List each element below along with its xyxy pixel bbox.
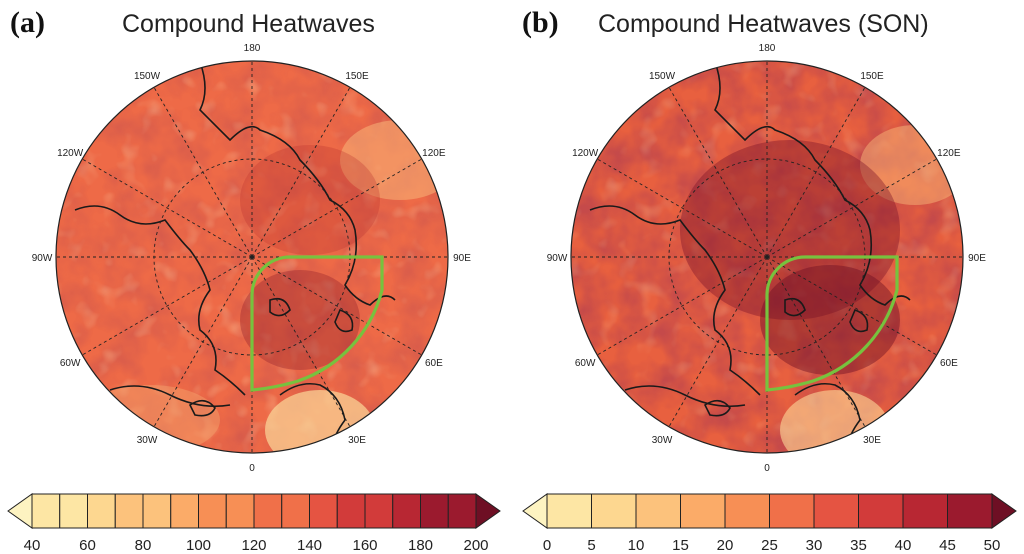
lon-label: 30W — [137, 435, 158, 446]
colorbar-tick-label: 120 — [241, 537, 266, 554]
colorbar-bin — [769, 493, 815, 529]
colorbar-tick-label: 30 — [806, 537, 823, 554]
lon-labels-a: 180 150E 120E 90E 60E 30E 0 30W 60W 90W 120W 150W — [32, 43, 472, 474]
lon-label: 120W — [572, 148, 599, 159]
colorbar-bin — [142, 493, 172, 529]
lon-label: 0 — [764, 463, 770, 474]
panel-b-label: (b) — [522, 6, 559, 39]
colorbar-tick-label: 60 — [79, 537, 96, 554]
lon-label: 30W — [652, 435, 673, 446]
lon-label: 60E — [425, 358, 443, 369]
colorbar-bin — [225, 493, 255, 529]
colorbar-bin — [591, 493, 637, 529]
panel-a-title: Compound Heatwaves — [122, 10, 375, 38]
colorbar-bin — [724, 493, 770, 529]
meridians-a — [56, 61, 448, 453]
colorbar-tick-label: 180 — [408, 537, 433, 554]
colorbar-bin — [281, 493, 310, 529]
map-b-boundary — [570, 60, 964, 454]
colorbar-tick-label: 200 — [463, 537, 488, 554]
lon-label: 90W — [32, 253, 53, 264]
colorbar-b: 0 5 10 15 20 25 30 35 40 45 50 — [522, 493, 1017, 554]
colorbar-tick-label: 45 — [939, 537, 956, 554]
colorbar-bin — [392, 493, 421, 529]
colorbar-bin — [902, 493, 948, 529]
lon-label: 150E — [345, 71, 369, 82]
colorbar-tick-label: 80 — [135, 537, 152, 554]
colorbar-bin — [198, 493, 227, 529]
colorbar-tick-label: 35 — [850, 537, 867, 554]
lon-label: 90W — [547, 253, 568, 264]
region-box-a — [250, 255, 384, 392]
lon-label: 120W — [57, 148, 84, 159]
lon-label: 30E — [863, 435, 881, 446]
colorbar-bin — [447, 493, 477, 529]
lon-label: 60W — [575, 358, 596, 369]
colorbar-bin — [59, 493, 88, 529]
lon-label: 0 — [249, 463, 255, 474]
colorbar-tick-label: 10 — [628, 537, 645, 554]
coastlines-a — [74, 61, 396, 451]
lon-label: 150W — [649, 71, 676, 82]
colorbar-bin — [364, 493, 394, 529]
lon-label: 120E — [937, 148, 961, 159]
colorbar-max-arrow — [991, 493, 1017, 529]
colorbar-max-arrow — [475, 493, 501, 529]
colorbar-min-arrow — [7, 493, 33, 529]
lon-label: 150E — [860, 71, 884, 82]
colorbar-bin — [680, 493, 726, 529]
lon-label: 90E — [453, 253, 471, 264]
meridians-b — [571, 61, 963, 453]
colorbar-bin — [420, 493, 449, 529]
colorbar-bin — [170, 493, 199, 529]
lon-label: 90E — [968, 253, 986, 264]
colorbar-tick-label: 50 — [984, 537, 1001, 554]
panel-b-title: Compound Heatwaves (SON) — [598, 10, 929, 38]
colorbar-bin — [858, 493, 904, 529]
lon-label: 30E — [348, 435, 366, 446]
colorbar-tick-label: 40 — [895, 537, 912, 554]
map-a-boundary — [55, 60, 449, 454]
colorbar-bin — [546, 493, 592, 529]
colorbar-tick-label: 25 — [761, 537, 778, 554]
lon-label: 180 — [244, 43, 261, 54]
region-box-b — [765, 255, 899, 392]
lon-label: 180 — [759, 43, 776, 54]
lon-label: 150W — [134, 71, 161, 82]
lon-label: 60W — [60, 358, 81, 369]
colorbar-tick-label: 40 — [24, 537, 41, 554]
colorbar-tick-label: 100 — [186, 537, 211, 554]
colorbar-bin — [31, 493, 61, 529]
colorbar-a: 40 60 80 100 120 140 160 180 200 — [7, 493, 501, 554]
colorbar-min-arrow — [522, 493, 548, 529]
lon-label: 120E — [422, 148, 446, 159]
lon-label: 60E — [940, 358, 958, 369]
colorbar-tick-label: 15 — [672, 537, 689, 554]
colorbar-tick-label: 20 — [717, 537, 734, 554]
colorbar-tick-label: 140 — [297, 537, 322, 554]
colorbar-bin — [114, 493, 144, 529]
colorbar-bin — [947, 493, 993, 529]
colorbar-bin — [336, 493, 366, 529]
colorbar-tick-label: 0 — [543, 537, 551, 554]
colorbar-bin — [253, 493, 283, 529]
colorbar-tick-label: 160 — [352, 537, 377, 554]
colorbar-bin — [87, 493, 116, 529]
colorbar-bin — [813, 493, 859, 529]
polar-map-a: 180 150E 120E 90E 60E 30E 0 30W 60W 90W 120W 150W — [32, 43, 472, 474]
panel-a-label: (a) — [10, 6, 45, 39]
colorbar-tick-label: 5 — [587, 537, 595, 554]
colorbar-bin — [309, 493, 338, 529]
polar-map-b: 180 150E 120E 90E 60E 30E 0 30W 60W 90W 120W 150W — [547, 43, 987, 474]
colorbar-bin — [635, 493, 681, 529]
lon-labels-b: 180 150E 120E 90E 60E 30E 0 30W 60W 90W 120W 150W — [547, 43, 987, 474]
